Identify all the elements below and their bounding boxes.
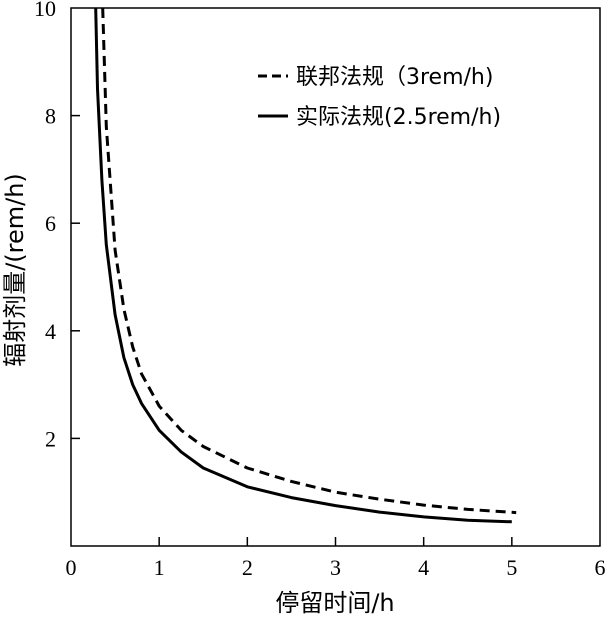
x-tick-label: 4 [418, 555, 429, 580]
y-tick-label: 2 [45, 426, 56, 451]
x-tick-label: 0 [66, 555, 77, 580]
legend-label-federal: 联邦法规（3rem/h) [296, 65, 493, 90]
y-axis-title: 辐射剂量/(rem/h) [1, 173, 29, 367]
series-line-actual [94, 7, 512, 524]
x-tick-label: 2 [242, 555, 253, 580]
series-line-federal [101, 7, 517, 515]
ticks: 0 1 2 3 4 5 6 2 4 6 8 10 [34, 0, 606, 580]
x-axis-title: 停留时间/h [275, 589, 394, 617]
x-tick-label: 3 [330, 555, 341, 580]
legend-label-actual: 实际法规(2.5rem/h) [296, 105, 501, 130]
x-tick-label: 5 [506, 555, 517, 580]
x-tick-label: 1 [154, 555, 165, 580]
y-tick-label: 6 [45, 211, 56, 236]
y-tick-label: 4 [45, 319, 56, 344]
y-tick-label: 8 [45, 104, 56, 129]
series-layer [94, 7, 517, 524]
x-tick-label: 6 [595, 555, 606, 580]
legend: 联邦法规（3rem/h) 实际法规(2.5rem/h) [258, 65, 501, 130]
y-tick-label: 10 [34, 0, 56, 21]
